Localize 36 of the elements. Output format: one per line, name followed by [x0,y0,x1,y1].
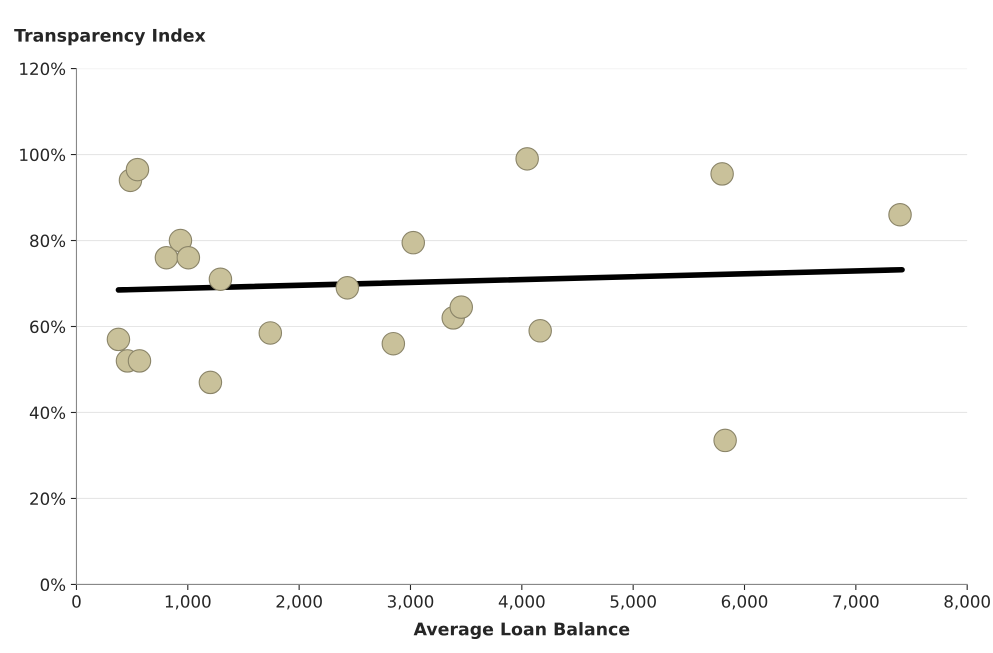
x-tick-label: 4,000 [498,595,545,610]
x-axis-title: Average Loan Balance [414,622,630,640]
point [154,246,178,270]
point [168,228,192,252]
point [710,162,734,186]
y-tick-label: 0% [40,578,66,592]
point [208,267,232,291]
point [528,319,552,343]
x-tick-label: 7,000 [833,595,879,610]
y-tick-label: 40% [30,406,66,420]
point [402,230,426,254]
y-tick-label: 120% [20,62,66,76]
point [126,158,150,182]
x-tick-label: 6,000 [722,595,768,610]
y-tick-label: 60% [30,320,66,334]
x-tick-label: 1,000 [166,595,211,610]
point [106,328,130,352]
point [128,349,152,373]
x-tick-label: 3,000 [388,595,434,610]
point [258,321,282,345]
x-tick-label: 0 [72,595,81,608]
point [336,276,360,300]
y-axis-title: Transparency Index [14,28,206,46]
point [176,246,200,270]
y-tick-label: 20% [30,492,66,506]
point [713,428,737,452]
x-tick-label: 2,000 [276,595,322,610]
point [888,202,912,226]
x-tick-label: 5,000 [610,595,656,610]
x-tick-label: 8,000 [944,595,990,610]
point [382,332,406,356]
point [515,147,539,171]
point [198,370,222,394]
point [450,295,474,319]
y-tick-label: 100% [20,148,66,162]
y-tick-label: 80% [30,234,66,248]
